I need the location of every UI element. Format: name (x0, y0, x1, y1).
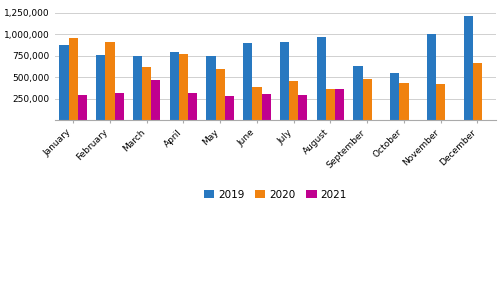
Bar (225, 95, 234, 120)
Legend: 2019, 2020, 2021: 2019, 2020, 2021 (200, 185, 352, 204)
Bar (106, 42, 114, 120)
Bar (436, 84, 446, 120)
Bar (206, 56, 216, 120)
Bar (298, 95, 308, 120)
Bar (473, 63, 482, 120)
Bar (390, 73, 400, 120)
Bar (96, 55, 106, 120)
Bar (400, 83, 408, 120)
Bar (362, 79, 372, 120)
Bar (464, 16, 473, 120)
Bar (335, 89, 344, 120)
Bar (316, 37, 326, 120)
Bar (252, 87, 262, 120)
Bar (289, 81, 298, 120)
Bar (326, 89, 335, 120)
Bar (114, 92, 124, 120)
Bar (133, 56, 142, 120)
Bar (427, 34, 436, 120)
Bar (60, 45, 68, 120)
Bar (262, 94, 270, 120)
Bar (68, 38, 78, 120)
Bar (179, 55, 188, 120)
Bar (142, 67, 152, 120)
Bar (280, 43, 289, 120)
Bar (78, 95, 87, 120)
Bar (216, 69, 225, 120)
Bar (354, 66, 362, 120)
Bar (243, 43, 252, 120)
Bar (188, 93, 197, 120)
Bar (170, 52, 179, 120)
Bar (152, 80, 160, 120)
